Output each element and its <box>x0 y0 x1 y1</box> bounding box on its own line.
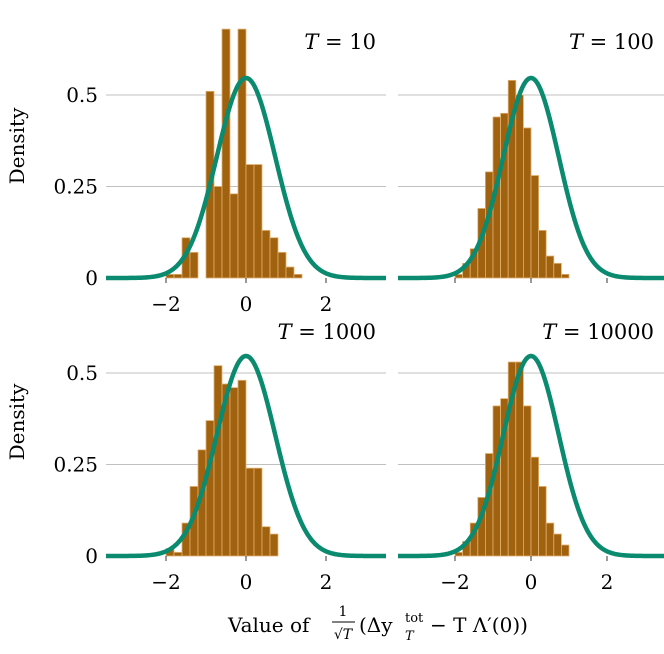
histogram-bar <box>530 456 539 557</box>
y-axis-label-bottom: Density <box>5 383 29 460</box>
histogram-bar <box>515 94 524 279</box>
histogram-bar <box>538 230 547 279</box>
histogram-bar <box>245 467 255 557</box>
normal-density-curve <box>104 353 388 559</box>
x-tick-label: 2 <box>320 570 333 594</box>
histogram-bar <box>229 193 239 279</box>
histogram-bar <box>205 420 215 557</box>
histogram-bar <box>530 175 539 279</box>
histogram-bar <box>545 522 555 557</box>
panel-1: −2 0 2 0 0.25 0.5 T = 10 <box>53 28 388 316</box>
histogram-bar <box>553 262 562 279</box>
panel-3: −2 0 2 0 0.25 0.5 T = 1000 <box>53 320 388 594</box>
histogram-bar <box>189 251 199 279</box>
histogram-bar <box>173 551 183 557</box>
histogram-bar <box>269 237 279 279</box>
panel-2: T = 100 <box>396 30 664 283</box>
panel-title: T = 10000 <box>542 320 654 344</box>
panel-title: T = 10 <box>304 30 376 54</box>
x-axis-label-expr: (Δy <box>359 613 393 637</box>
histogram-bar <box>553 533 562 557</box>
histogram-bar <box>523 127 532 279</box>
x-tick-label: −2 <box>440 570 469 594</box>
panel-title: T = 1000 <box>278 320 376 344</box>
histogram-bar <box>213 365 223 557</box>
histogram-bar <box>237 379 247 557</box>
x-tick-label: 0 <box>240 570 253 594</box>
histogram-bar <box>561 273 570 279</box>
panels: −2 0 2 0 0.25 0.5 T = 10 T = 100 −2 0 2 0 0.25 0.5 T =… <box>53 28 664 594</box>
x-axis-label: Value of 1 √T (Δy tot T − T Λ′(0)) <box>227 604 528 644</box>
x-axis-label-frac-num: 1 <box>339 604 348 620</box>
y-tick-label: 0 <box>85 266 98 290</box>
y-axis-label-top: Density <box>5 107 29 184</box>
panel-4: −2 0 2 T = 10000 <box>396 320 664 594</box>
histogram-bar <box>261 230 271 279</box>
x-axis-label-tail: − T Λ′(0)) <box>430 613 528 637</box>
histogram-bar <box>561 544 570 557</box>
x-axis-label-prefix: Value of <box>227 613 311 637</box>
histogram-bar <box>229 387 239 557</box>
x-tick-label: 0 <box>240 292 253 316</box>
y-tick-label: 0.25 <box>53 175 98 199</box>
x-tick-label: −2 <box>151 292 180 316</box>
x-tick-label: 2 <box>320 292 333 316</box>
x-axis-label-sup: tot <box>405 611 424 626</box>
x-tick-label: 0 <box>525 570 538 594</box>
x-tick-label: 2 <box>601 570 614 594</box>
panel-title: T = 100 <box>569 30 654 54</box>
normal-density-curve <box>396 353 664 559</box>
x-axis-label-sub: T <box>405 629 415 644</box>
histogram-bar <box>285 266 295 279</box>
histogram-bar <box>269 533 279 557</box>
y-tick-label: 0.5 <box>66 361 98 385</box>
histogram-bar <box>253 164 263 279</box>
normal-density-curve <box>104 75 388 281</box>
histogram-bar <box>261 526 271 557</box>
histogram-bar <box>173 273 183 279</box>
histogram-bar <box>213 186 223 279</box>
histogram-bar <box>523 405 532 557</box>
histogram-bar <box>253 467 263 557</box>
histogram-bar <box>545 255 555 279</box>
y-tick-label: 0.5 <box>66 83 98 107</box>
histogram-bar <box>237 28 247 279</box>
histogram-bar <box>245 164 255 279</box>
histogram-bar <box>277 251 287 279</box>
y-tick-label: 0 <box>85 544 98 568</box>
normal-density-curve <box>396 75 664 281</box>
histogram-bar <box>538 486 547 557</box>
histogram-bar <box>221 28 231 279</box>
histogram-bar <box>293 273 303 279</box>
y-tick-label: 0.25 <box>53 453 98 477</box>
x-axis-label-frac-den: √T <box>334 627 354 643</box>
x-tick-label: −2 <box>151 570 180 594</box>
histogram-bar <box>515 361 524 557</box>
